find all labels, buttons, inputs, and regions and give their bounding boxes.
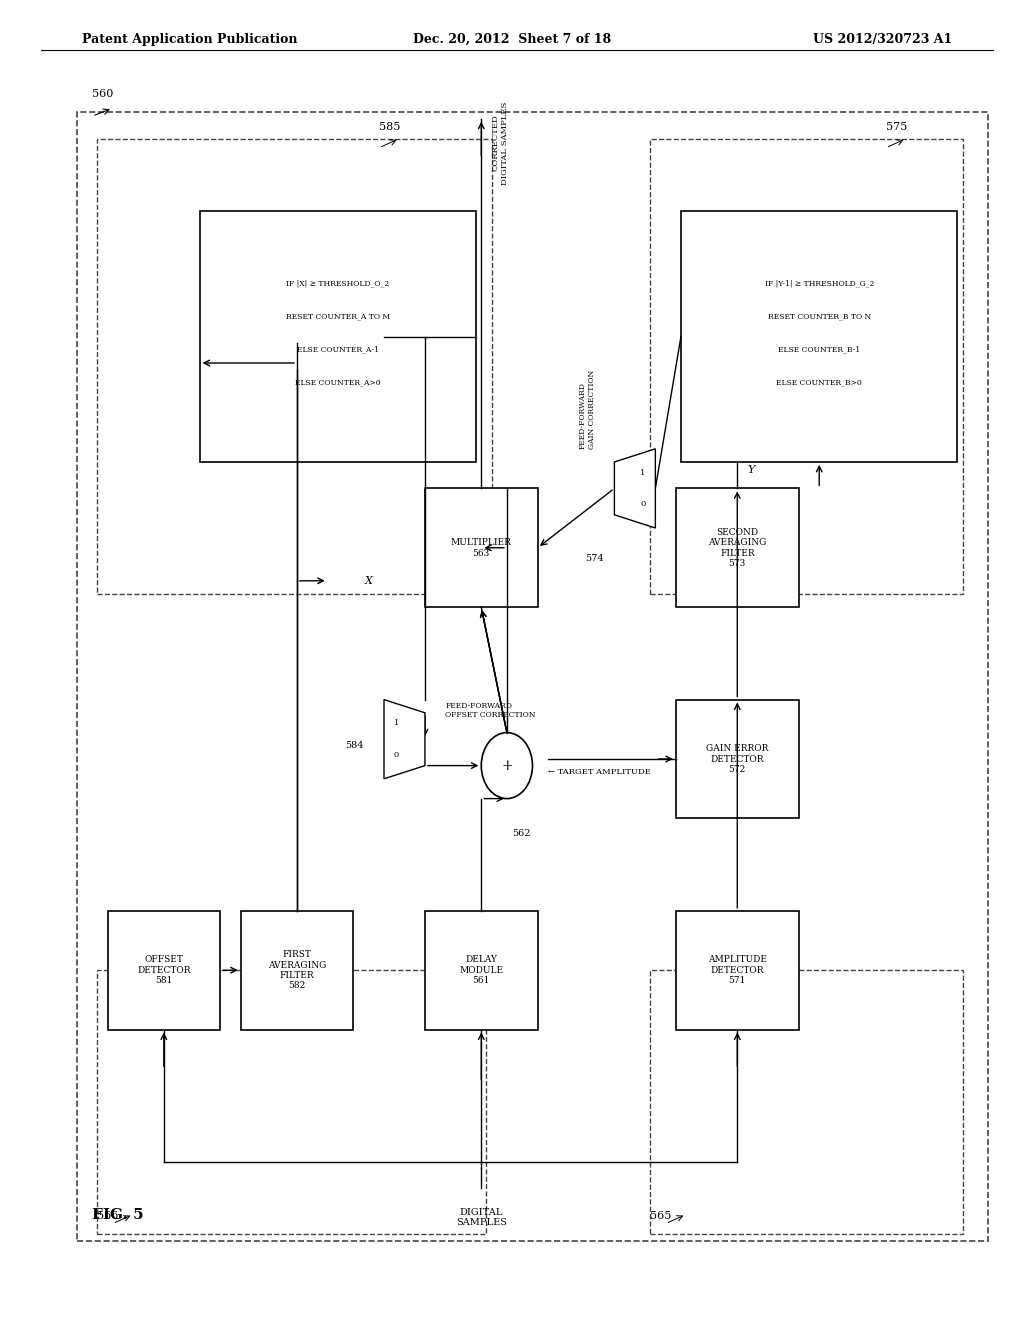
Text: ELSE COUNTER_A>0: ELSE COUNTER_A>0 bbox=[295, 379, 381, 387]
Bar bbox=[108, 911, 220, 1030]
Text: 585: 585 bbox=[379, 121, 400, 132]
Text: AMPLITUDE
DETECTOR
571: AMPLITUDE DETECTOR 571 bbox=[708, 956, 767, 985]
Bar bbox=[77, 112, 988, 1241]
Bar bbox=[241, 911, 353, 1030]
Text: MULTIPLIER
563: MULTIPLIER 563 bbox=[451, 539, 512, 557]
Bar bbox=[650, 970, 963, 1234]
Text: RESET COUNTER_B TO N: RESET COUNTER_B TO N bbox=[768, 313, 870, 321]
Bar bbox=[676, 700, 799, 818]
Text: 560: 560 bbox=[92, 88, 114, 99]
Text: X: X bbox=[365, 576, 373, 586]
Text: RESET COUNTER_A TO M: RESET COUNTER_A TO M bbox=[286, 313, 390, 321]
Text: Dec. 20, 2012  Sheet 7 of 18: Dec. 20, 2012 Sheet 7 of 18 bbox=[413, 33, 611, 46]
Text: 574: 574 bbox=[586, 554, 604, 564]
Text: OFFSET
DETECTOR
581: OFFSET DETECTOR 581 bbox=[137, 956, 190, 985]
Text: FEED-FORWARD
GAIN CORRECTION: FEED-FORWARD GAIN CORRECTION bbox=[579, 370, 596, 449]
Text: GAIN ERROR
DETECTOR
572: GAIN ERROR DETECTOR 572 bbox=[707, 744, 768, 774]
Text: DELAY
MODULE
561: DELAY MODULE 561 bbox=[459, 956, 504, 985]
Text: 0: 0 bbox=[393, 751, 399, 759]
Text: ← TARGET AMPLITUDE: ← TARGET AMPLITUDE bbox=[548, 768, 650, 776]
Text: US 2012/320723 A1: US 2012/320723 A1 bbox=[813, 33, 952, 46]
Bar bbox=[425, 911, 538, 1030]
Text: Patent Application Publication: Patent Application Publication bbox=[82, 33, 297, 46]
Text: CORRECTED
DIGITAL SAMPLES: CORRECTED DIGITAL SAMPLES bbox=[492, 102, 509, 185]
Bar bbox=[200, 211, 476, 462]
Text: SECOND
AVERAGING
FILTER
573: SECOND AVERAGING FILTER 573 bbox=[708, 528, 767, 568]
Bar bbox=[650, 139, 963, 594]
Bar bbox=[97, 970, 486, 1234]
Bar bbox=[97, 139, 492, 594]
Text: FEED-FORWARD
OFFSET CORRECTION: FEED-FORWARD OFFSET CORRECTION bbox=[445, 702, 536, 719]
Text: Y: Y bbox=[748, 465, 755, 475]
Bar bbox=[425, 488, 538, 607]
Text: IF |Y-1| ≥ THRESHOLD_G_2: IF |Y-1| ≥ THRESHOLD_G_2 bbox=[765, 280, 873, 288]
Polygon shape bbox=[384, 700, 425, 779]
Text: ELSE COUNTER_B-1: ELSE COUNTER_B-1 bbox=[778, 346, 860, 354]
Text: 575: 575 bbox=[886, 121, 907, 132]
Text: 1: 1 bbox=[393, 719, 399, 727]
Bar bbox=[681, 211, 957, 462]
Text: ELSE COUNTER_B>0: ELSE COUNTER_B>0 bbox=[776, 379, 862, 387]
Bar bbox=[676, 488, 799, 607]
Text: 1: 1 bbox=[640, 469, 646, 477]
Text: 565: 565 bbox=[650, 1210, 672, 1221]
Text: FIRST
AVERAGING
FILTER
582: FIRST AVERAGING FILTER 582 bbox=[267, 950, 327, 990]
Text: 0: 0 bbox=[640, 500, 646, 508]
Text: IF |X| ≥ THRESHOLD_O_2: IF |X| ≥ THRESHOLD_O_2 bbox=[287, 280, 389, 288]
Text: 566: 566 bbox=[97, 1210, 119, 1221]
Bar bbox=[676, 911, 799, 1030]
Text: ELSE COUNTER_A-1: ELSE COUNTER_A-1 bbox=[297, 346, 379, 354]
Text: 584: 584 bbox=[345, 742, 364, 750]
Text: 562: 562 bbox=[512, 829, 530, 838]
Text: FIG. 5: FIG. 5 bbox=[92, 1208, 143, 1222]
Text: +: + bbox=[501, 759, 513, 772]
Polygon shape bbox=[614, 449, 655, 528]
Text: DIGITAL
SAMPLES: DIGITAL SAMPLES bbox=[456, 1208, 507, 1228]
